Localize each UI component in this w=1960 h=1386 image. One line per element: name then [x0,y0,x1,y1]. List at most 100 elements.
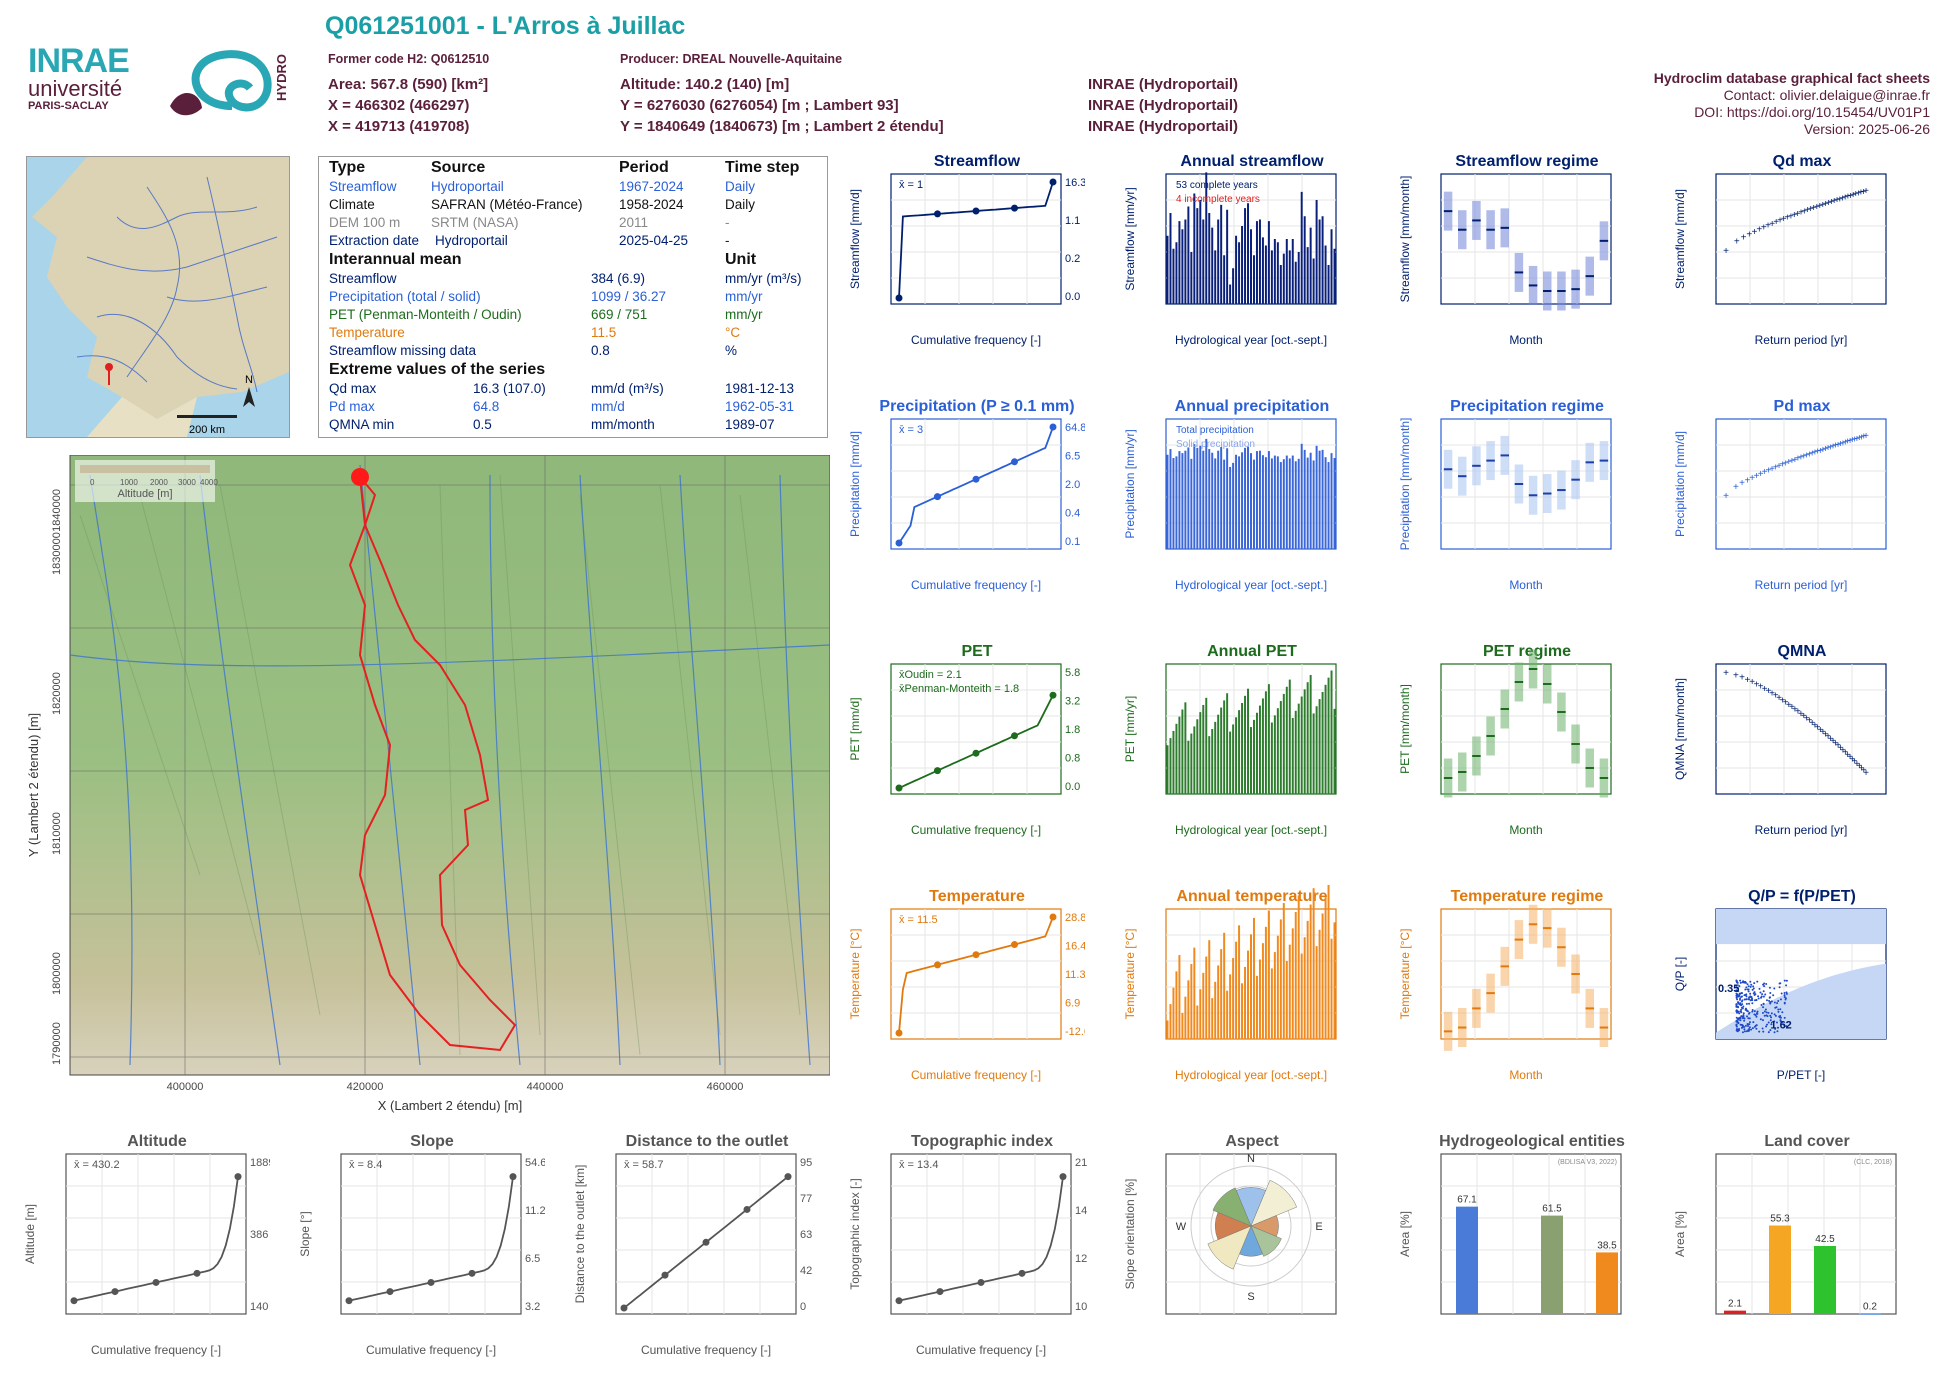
source-1: INRAE (Hydroportail) [1088,76,1238,93]
return-period-point: + [1808,204,1814,215]
scatter-point [1753,999,1756,1002]
panel-title: Precipitation (P ≥ 0.1 mm) [879,398,1074,415]
return-period-point: + [1789,702,1795,713]
source-2: INRAE (Hydroportail) [1088,97,1238,114]
direction-label: W [1176,1221,1187,1233]
return-period-point: + [1817,446,1823,457]
quantile-point [661,1271,669,1279]
scatter-point [1749,992,1752,995]
bar [1273,715,1276,794]
return-period-point: + [1766,686,1772,697]
scatter-point [1736,1018,1739,1021]
quantile-label: 11.2 [525,1205,545,1217]
return-period-point: + [1762,684,1768,695]
quantile-label: 0.4 [1065,508,1080,520]
streamflow-regime-panel: Streamflow regime Month Streamflow [mm/mon… [1395,150,1635,350]
bar [1208,940,1211,1039]
streamflow-panel: Streamflow Cumulative frequency [-] Stream… [845,150,1086,350]
return-period-point: + [1859,763,1865,774]
temperature-chart: Temperature Cumulative frequency [-] Tempe… [848,888,1090,1082]
bar [1193,726,1196,794]
database-info: Hydroclim database graphical fact sheets… [1654,70,1930,138]
bar [1279,919,1282,1039]
y-axis-label: PET [mm/d] [848,697,862,760]
bar [1208,449,1211,549]
return-period-point: + [1752,227,1758,238]
bar [1205,956,1208,1039]
bar [1273,239,1276,304]
return-period-point: + [1766,465,1772,476]
bar [1309,452,1312,549]
x-l2: X = 419713 (419708) [328,118,470,135]
plot-frame [1440,173,1612,305]
bar [1306,682,1309,794]
scatter-point [1762,995,1765,998]
scatter-point [1770,1012,1773,1015]
bar-value: 67.1 [1457,1195,1477,1206]
bar [1724,1310,1746,1314]
bar [1270,250,1273,304]
x-axis-label: Cumulative frequency [-] [366,1343,496,1357]
scatter-point [1749,980,1752,983]
station-marker-icon [105,363,113,371]
scatter-point [1735,979,1738,982]
scatter-point [1739,992,1742,995]
return-period-point: + [1744,675,1750,686]
temperature-regime-panel: Temperature regime Month Temperature [°C] [1395,885,1635,1085]
scatter-point [1779,1019,1782,1022]
quantile-point [1049,423,1057,431]
bar [1300,696,1303,794]
return-period-point: + [1801,711,1807,722]
return-period-point: + [1858,188,1864,199]
quantile-point [1049,913,1057,921]
inter-name: PET (Penman-Monteith / Oudin) [329,307,522,322]
scatter-point [1741,1024,1744,1027]
inter-name: Streamflow [329,271,397,286]
bar-value: 0.2 [1863,1302,1877,1313]
quantile-label: 1889 [250,1157,270,1169]
scatter-point [1761,1019,1764,1022]
x-axis-label: Hydrological year [oct.-sept.] [1175,1068,1327,1082]
return-period-point: + [1812,448,1818,459]
bar-value: 2.1 [1728,1299,1742,1310]
bar [1202,704,1205,794]
quantile-label: 140 [250,1301,268,1313]
x-axis-label: Hydrological year [oct.-sept.] [1175,333,1327,347]
x-axis-label: Cumulative frequency [-] [911,823,1041,837]
bar [1859,1313,1881,1315]
return-period-point: + [1786,700,1792,711]
extreme-name: Qd max [329,381,377,396]
panel-title: Annual precipitation [1175,398,1330,415]
bar [1193,444,1196,549]
bar [1288,944,1291,1039]
quantile-label: 5.8 [1065,667,1080,679]
scatter-point [1739,981,1742,984]
panel-title: Temperature [929,888,1025,905]
scatter-point [1779,1016,1782,1019]
return-period-point: + [1801,206,1807,217]
scatter-point [1749,999,1752,1002]
bar [1178,955,1181,1039]
scatter-point [1783,994,1786,997]
scatter-point [1756,980,1759,983]
svg-text:1820000: 1820000 [51,672,63,715]
quantile-point [895,539,903,547]
return-period-point: + [1814,202,1820,213]
x-axis-label: Month [1509,578,1542,592]
scatter-point [1737,1001,1740,1004]
doi-link[interactable]: DOI: https://doi.org/10.15454/UV01P1 [1694,104,1930,120]
bar [1312,713,1315,794]
contact[interactable]: Contact: olivier.delaigue@inrae.fr [1723,87,1930,103]
scatter-point [1749,985,1752,988]
svg-text:1810000: 1810000 [51,812,63,855]
scatter-point [1735,996,1738,999]
bar [1252,255,1255,304]
row-type: Climate [329,197,375,212]
inter-value: 384 (6.9) [591,271,646,286]
bar [1300,191,1303,304]
svg-text:0: 0 [90,478,95,487]
y-axis-label: Altitude [m] [23,1204,37,1264]
x-axis-label: Month [1509,1068,1542,1082]
bar [1169,738,1172,794]
scatter-point [1735,986,1738,989]
